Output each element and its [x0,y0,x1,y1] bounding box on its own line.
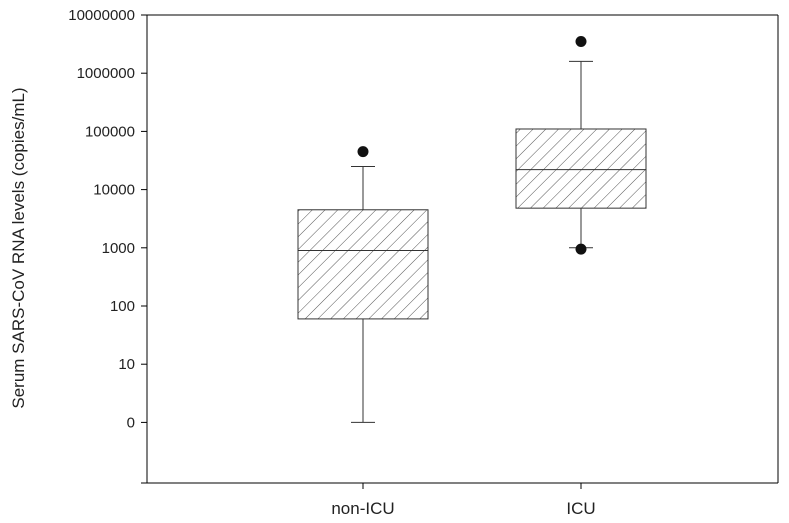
box-icu [515,36,647,255]
y-tick-label: 10 [118,356,135,373]
box-series [297,36,647,423]
y-tick-label: 10000 [93,182,135,199]
y-tick-label: 100000 [85,123,135,140]
axes [146,14,779,484]
x-tick-label: ICU [566,499,595,518]
y-axis-title: Serum SARS-CoV RNA levels (copies/mL) [9,87,28,408]
y-tick-label: 0 [127,414,135,431]
y-tick-label: 1000 [102,240,135,257]
outlier-point [575,36,587,48]
x-tick-label: non-ICU [331,499,394,518]
y-tick-label: 10000000 [68,7,135,24]
iqr-box [297,209,429,320]
y-tick-label: 1000000 [77,65,135,82]
x-axis-ticks: non-ICU ICU [331,483,596,518]
box-non-icu [297,146,429,423]
outlier-point [357,146,369,158]
iqr-box [515,128,647,209]
outlier-point [575,243,587,255]
y-tick-label: 100 [110,298,135,315]
